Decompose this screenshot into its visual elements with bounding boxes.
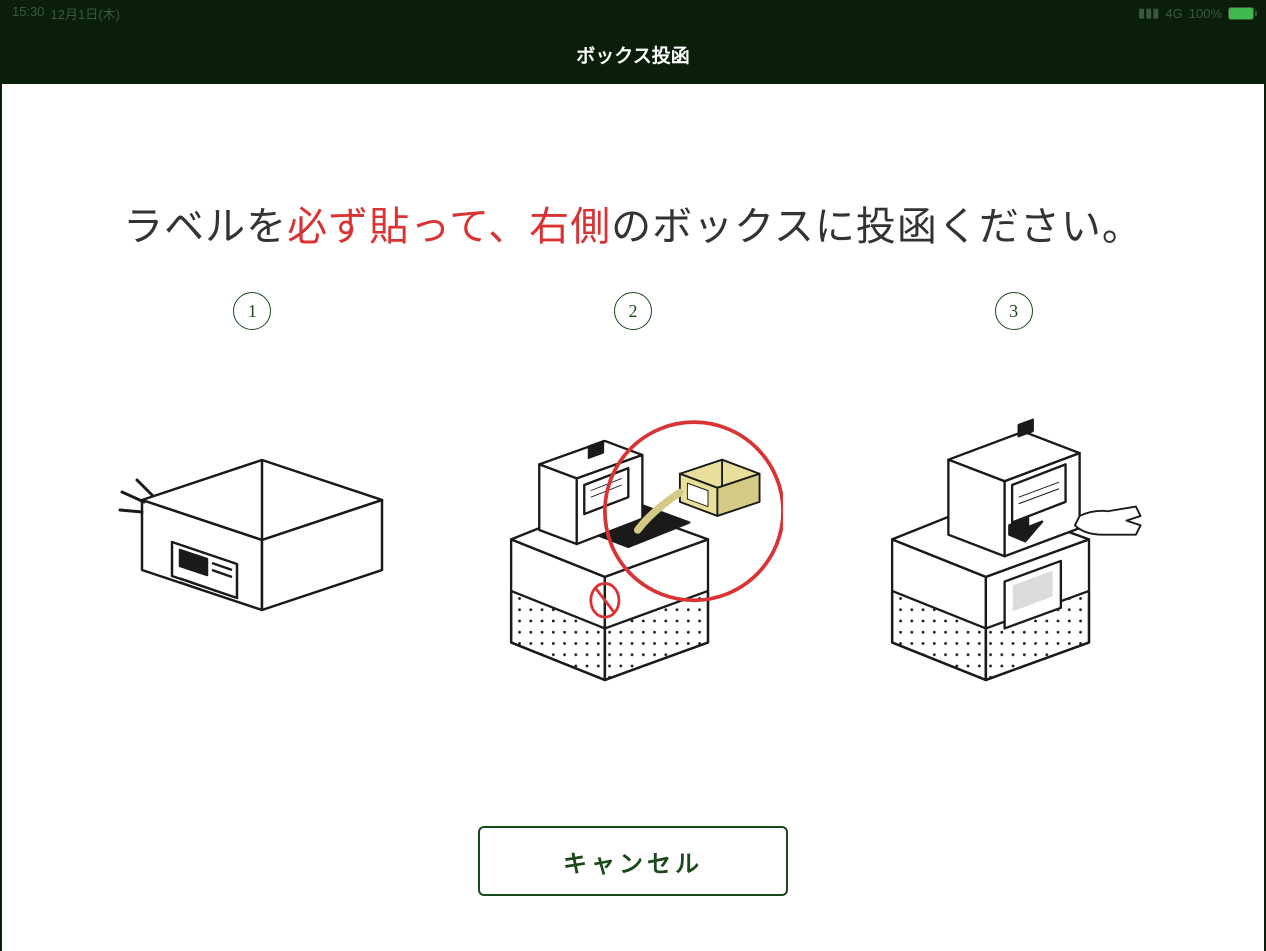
step-number-3: 3 (995, 292, 1033, 330)
box-label-icon (102, 430, 402, 630)
step-2: 2 (445, 292, 822, 680)
cancel-button-label: キャンセル (563, 851, 703, 878)
status-date: 12月1日(木) (51, 4, 120, 23)
step-3: 3 (825, 292, 1202, 680)
content-area: ラベルを必ず貼って、右側のボックスに投函ください。 1 (2, 84, 1264, 951)
receipt-machine-icon (864, 360, 1164, 700)
step2-illustration (483, 380, 783, 680)
instruction-highlight1: 必ず貼って、 (287, 205, 529, 249)
header-title: ボックス投函 (576, 41, 689, 68)
status-time: 15:30 (12, 4, 45, 23)
step3-illustration (864, 380, 1164, 680)
status-network: 4G (1165, 6, 1182, 21)
status-battery-pct: 100% (1189, 6, 1222, 21)
step-number-1: 1 (233, 292, 271, 330)
steps-row: 1 (2, 252, 1264, 680)
status-bar: 15:30 12月1日(木) ▮▮▮ 4G 100% (2, 2, 1264, 24)
header-bar: ボックス投函 (2, 24, 1264, 84)
deposit-box-icon (483, 360, 783, 700)
signal-bars-icon: ▮▮▮ (1138, 5, 1159, 21)
instruction-highlight2: 右側 (529, 205, 611, 249)
instruction-part1: ラベルを (123, 205, 287, 249)
cancel-button[interactable]: キャンセル (478, 826, 788, 896)
step1-illustration (102, 380, 402, 680)
step-1: 1 (64, 292, 441, 680)
instruction-text: ラベルを必ず貼って、右側のボックスに投函ください。 (2, 84, 1264, 252)
instruction-part2: のボックスに投函ください。 (611, 205, 1143, 249)
step-number-2: 2 (614, 292, 652, 330)
battery-icon (1228, 7, 1254, 20)
